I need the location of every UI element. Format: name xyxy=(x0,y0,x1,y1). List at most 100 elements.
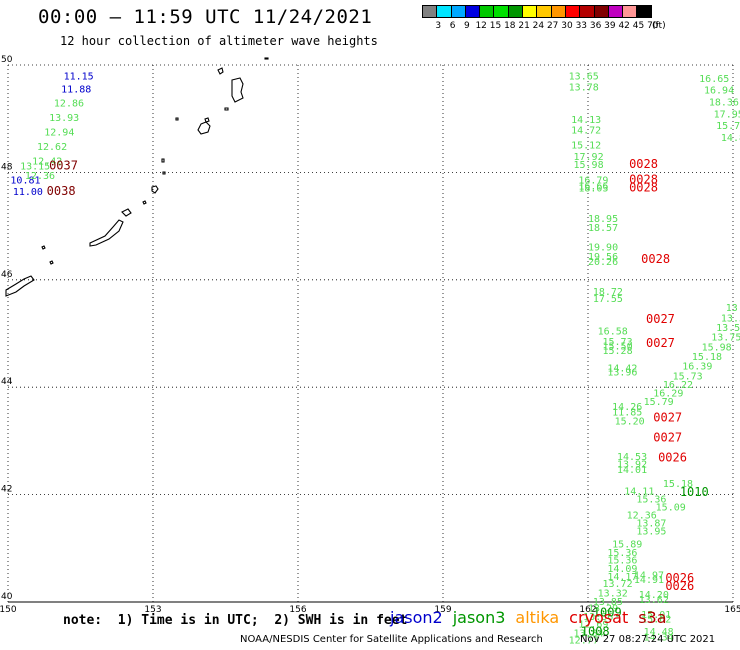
colorbar-swatch xyxy=(522,5,538,18)
colorbar-swatch xyxy=(536,5,552,18)
x-tick-label: 162 xyxy=(579,605,596,615)
data-label-jason3: 12.69 xyxy=(578,619,608,630)
data-label-cryosat: 0027 xyxy=(653,410,682,424)
data-label-jason3: 17.92 xyxy=(574,152,604,163)
data-label-jason2: 10.81 xyxy=(10,175,40,186)
data-label-jason3: 17.95 xyxy=(714,109,740,120)
island-3 xyxy=(197,121,211,135)
data-label-jason3: 18.72 xyxy=(593,287,623,298)
colorbar-swatch xyxy=(493,5,509,18)
data-label-jason3: 13.78 xyxy=(569,82,599,93)
data-label-cryosat: 0028 xyxy=(641,252,670,266)
colorbar-tick-label: 45 xyxy=(632,21,645,31)
chart-title: 00:00 – 11:59 UTC 11/24/2021 xyxy=(38,6,373,28)
data-label-jason3: 18.57 xyxy=(588,223,618,234)
data-label-jason3: 15.20 xyxy=(615,416,645,427)
data-label-jason3: 16.79 xyxy=(578,175,608,186)
island-10 xyxy=(49,260,54,265)
island-2 xyxy=(217,67,224,75)
colorbar-tick-label: 42 xyxy=(618,21,630,31)
y-tick-label: 44 xyxy=(1,377,13,387)
data-label-cryosat: 0027 xyxy=(646,312,675,326)
data-label-jason3: 14.26 xyxy=(612,402,642,413)
data-label-jason3: 16.22 xyxy=(663,380,693,391)
data-label-jason3: 13.57 xyxy=(716,323,740,334)
colorbar-swatch xyxy=(579,5,595,18)
y-tick-label: 48 xyxy=(1,162,13,172)
colorbar-labels: 3 6 9 12 15 18 21 24 27 30 33 36 39 42 45 70 (ft) xyxy=(422,21,740,33)
data-label-jason3: 14.17 xyxy=(607,572,637,583)
colorbar-tick-label: 36 xyxy=(589,21,602,31)
data-label-jason3: 15.09 xyxy=(656,502,686,513)
colorbar-tick-label: 12 xyxy=(475,21,487,31)
data-label-jason3: 12.94 xyxy=(44,128,74,139)
data-label-jason3: 13.72 xyxy=(603,579,633,590)
data-label-jason3: 19.90 xyxy=(588,243,618,254)
data-label-jason3: 12.86 xyxy=(54,99,84,110)
colorbar-swatch xyxy=(593,5,609,18)
island-4 xyxy=(204,117,210,123)
coastline-map xyxy=(5,57,269,297)
island-5 xyxy=(89,219,124,247)
data-label-jason3_dark: 1008 xyxy=(581,625,610,639)
colorbar-tick-label: 9 xyxy=(464,21,470,31)
data-label-cryosat: 0026 xyxy=(665,571,694,585)
data-label-jason3: 15.73 xyxy=(673,371,703,382)
data-label-jason3: 18.95 xyxy=(588,214,618,225)
colorbar-swatch xyxy=(479,5,495,18)
data-label-cryosat: 0027 xyxy=(646,336,675,350)
data-label-jason3: 15.01 xyxy=(641,610,671,621)
data-label-jason3: 15.36 xyxy=(636,494,666,505)
data-label-jason3: 15.89 xyxy=(612,539,642,550)
data-label-jason3: 14.34 xyxy=(644,632,674,643)
data-label-jason3: 15.18 xyxy=(692,352,722,363)
data-label-jason3: 12.36 xyxy=(25,171,55,182)
island-14 xyxy=(224,107,229,111)
data-label-jason3: 13.36 xyxy=(583,612,613,623)
colorbar-tick-label: 30 xyxy=(561,21,573,31)
colorbar-unit: (ft) xyxy=(652,21,666,31)
data-label-jason2: 11.15 xyxy=(64,72,94,83)
data-label-cryosat: 0028 xyxy=(629,157,658,171)
colorbar-tick-label: 39 xyxy=(604,21,616,31)
colorbar-tick-label: 33 xyxy=(575,21,588,31)
data-label-jason3: 17.55 xyxy=(593,294,623,305)
data-label-jason3: 19.56 xyxy=(588,252,618,263)
data-label-jason3: 15.62 xyxy=(641,615,671,626)
x-tick-label: 150 xyxy=(0,605,17,615)
island-7 xyxy=(151,185,159,194)
island-13 xyxy=(175,117,179,121)
data-label-jason3: 15.18 xyxy=(663,479,693,490)
data-label-jason3: 16.65 xyxy=(699,74,729,85)
legend-s3a: s3a xyxy=(638,608,667,627)
data-label-jason3: 13.85 xyxy=(593,597,623,608)
data-label-jason3: 13.92 xyxy=(617,459,647,470)
data-label-jason3: 13.52 xyxy=(721,313,740,324)
data-label-jason3: 14.72 xyxy=(571,125,601,136)
colorbar-tick-label: 3 xyxy=(435,21,442,31)
island-15 xyxy=(264,57,269,60)
legend-altika: altika xyxy=(515,608,560,627)
data-label-jason3: 15.98 xyxy=(702,342,732,353)
data-label-jason3: 14.53 xyxy=(617,452,647,463)
island-9 xyxy=(41,245,46,250)
colorbar-swatch xyxy=(464,5,481,18)
generation-timestamp: Nov 27 08:27:24 UTC 2021 xyxy=(580,634,716,645)
data-label-jason3: 13.93 xyxy=(49,113,79,124)
y-tick-label: 42 xyxy=(1,485,12,495)
colorbar-swatch xyxy=(422,5,438,18)
data-label-s3a: 0038 xyxy=(47,184,76,198)
data-label-jason3_dark: 1009 xyxy=(593,606,622,620)
colorbar-tick-label: 15 xyxy=(489,21,502,31)
data-label-jason3: 16.58 xyxy=(598,326,628,337)
data-label-jason3: 13.96 xyxy=(607,368,637,379)
data-label-jason2: 11.00 xyxy=(13,187,43,198)
data-label-jason3: 15.79 xyxy=(716,121,740,132)
data-label-jason3: 13.75 xyxy=(711,333,740,344)
data-label-jason3: 14.13 xyxy=(571,115,601,126)
island-6 xyxy=(121,208,132,217)
data-label-jason3: 14.42 xyxy=(607,363,637,374)
data-label-jason3: 13.29 xyxy=(588,603,618,614)
data-label-jason3: 15.98 xyxy=(574,160,604,171)
legend-jason3: jason3 xyxy=(452,608,506,627)
